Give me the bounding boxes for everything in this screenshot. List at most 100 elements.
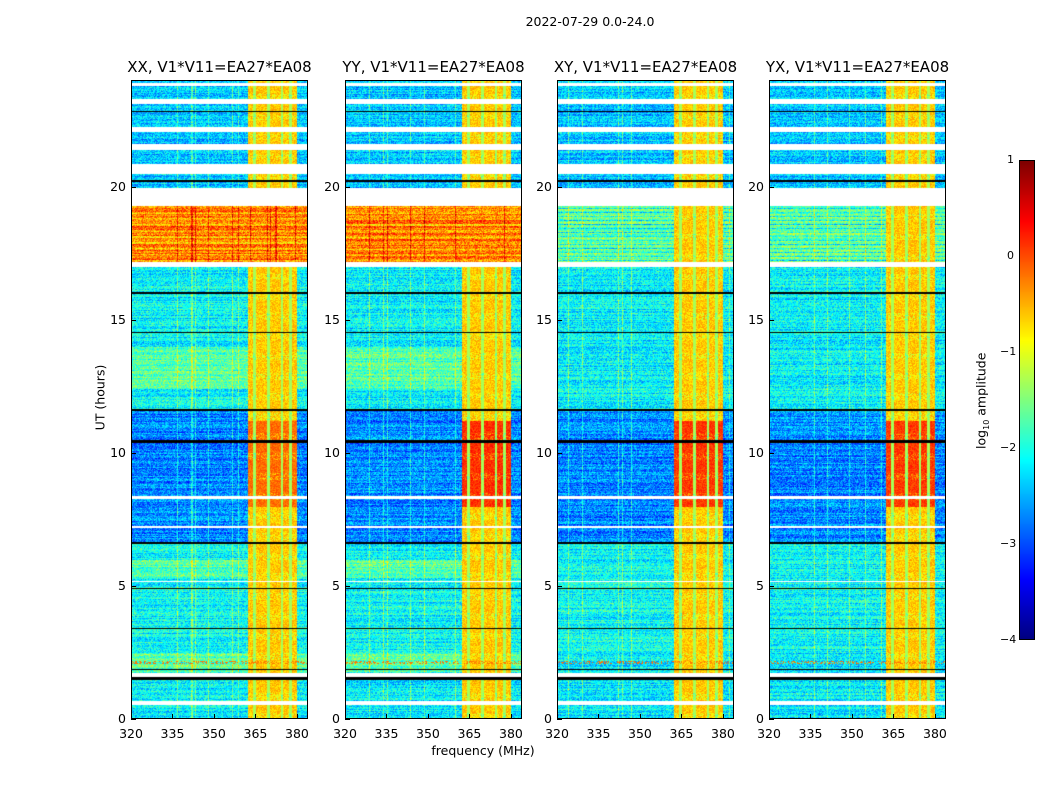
y-tick-label: 5 <box>756 577 764 593</box>
panel-title: YX, V1*V11=EA27*EA08 <box>765 58 950 76</box>
x-tick <box>681 714 683 719</box>
y-tick-label: 15 <box>324 311 340 327</box>
x-tick-label: 335 <box>798 726 823 741</box>
y-tick <box>769 319 774 321</box>
y-tick-label: 15 <box>536 311 552 327</box>
y-tick <box>131 452 136 454</box>
x-tick-label: 350 <box>202 726 226 741</box>
y-tick-label: 5 <box>332 577 340 593</box>
x-tick-label: 365 <box>243 726 268 741</box>
y-tick <box>345 186 350 188</box>
colorbar <box>1019 160 1035 640</box>
colorbar-tick-label: −4 <box>1000 633 1017 646</box>
x-tick-label: 335 <box>586 726 611 741</box>
x-tick-label: 350 <box>628 726 652 741</box>
x-tick <box>934 714 936 719</box>
x-tick-label: 365 <box>669 726 694 741</box>
x-tick-label: 335 <box>160 726 185 741</box>
x-tick-label: 320 <box>333 726 357 741</box>
x-tick-label: 320 <box>545 726 569 741</box>
y-tick-label: 20 <box>748 178 764 194</box>
heatmap-xx <box>131 80 308 719</box>
y-tick <box>769 452 774 454</box>
x-tick <box>255 714 257 719</box>
y-tick-label: 0 <box>118 711 126 726</box>
colorbar-label-sub: 10 <box>981 419 991 430</box>
x-tick-label: 380 <box>285 726 309 741</box>
y-tick-label: 20 <box>536 178 552 194</box>
y-tick <box>131 585 136 587</box>
heatmap-yx <box>769 80 946 719</box>
y-tick <box>557 719 562 720</box>
y-tick-label: 20 <box>110 178 126 194</box>
panel-title: YY, V1*V11=EA27*EA08 <box>342 58 525 76</box>
x-tick-label: 350 <box>840 726 864 741</box>
x-tick <box>296 714 298 719</box>
x-tick <box>386 714 388 719</box>
x-tick <box>172 714 174 719</box>
x-tick <box>510 714 512 719</box>
panel-xy: XY, V1*V11=EA27*EA08 320 335 350 365 380 0 5 10 1… <box>536 58 737 741</box>
colorbar-tick-label: −2 <box>1000 441 1017 454</box>
y-tick <box>131 186 136 188</box>
x-tick-label: 320 <box>757 726 781 741</box>
y-tick-label: 10 <box>110 444 126 460</box>
x-tick <box>769 714 770 719</box>
y-tick <box>345 452 350 454</box>
y-tick <box>557 186 562 188</box>
x-tick-label: 335 <box>374 726 399 741</box>
x-tick-label: 320 <box>119 726 143 741</box>
panel-xx: XX, V1*V11=EA27*EA08 320 335 350 365 380 0 5 10 1… <box>110 58 312 741</box>
x-tick <box>722 714 724 719</box>
y-tick <box>769 186 774 188</box>
x-tick-label: 365 <box>457 726 482 741</box>
y-tick-label: 10 <box>748 444 764 460</box>
y-tick-label: 20 <box>324 178 340 194</box>
x-tick-label: 380 <box>499 726 523 741</box>
x-tick <box>427 714 429 719</box>
x-axis-label: frequency (MHz) <box>431 743 535 758</box>
y-tick-label: 10 <box>324 444 340 460</box>
y-tick <box>557 452 562 454</box>
x-tick <box>345 714 346 719</box>
x-tick <box>851 714 853 719</box>
y-tick <box>131 319 136 321</box>
x-tick <box>639 714 641 719</box>
heatmap-yy <box>345 80 522 719</box>
x-tick <box>469 714 471 719</box>
colorbar-tick-label: −1 <box>1000 345 1017 358</box>
y-tick <box>345 319 350 321</box>
x-tick <box>557 714 558 719</box>
x-tick <box>893 714 895 719</box>
panel-title: XX, V1*V11=EA27*EA08 <box>127 58 312 76</box>
figure-title: 2022-07-29 0.0-24.0 <box>525 14 655 29</box>
y-tick-label: 0 <box>544 711 552 726</box>
colorbar-tick-label: 1 <box>1007 153 1014 166</box>
y-tick-label: 0 <box>332 711 340 726</box>
y-tick-label: 10 <box>536 444 552 460</box>
colorbar-label-suffix: amplitude <box>973 352 989 420</box>
y-tick-label: 0 <box>756 711 764 726</box>
x-tick <box>810 714 812 719</box>
y-tick-label: 5 <box>118 577 126 593</box>
y-tick-label: 5 <box>544 577 552 593</box>
x-tick <box>213 714 215 719</box>
y-tick-label: 15 <box>748 311 764 327</box>
x-tick-label: 380 <box>923 726 947 741</box>
y-tick <box>557 585 562 587</box>
y-tick <box>131 719 136 720</box>
colorbar-tick-label: −3 <box>1000 537 1017 550</box>
panel-title: XY, V1*V11=EA27*EA08 <box>553 58 738 76</box>
y-tick <box>769 585 774 587</box>
x-tick <box>131 714 132 719</box>
y-tick <box>769 719 774 720</box>
y-tick <box>557 319 562 321</box>
colorbar-gradient <box>1020 161 1034 639</box>
x-tick-label: 365 <box>881 726 906 741</box>
panel-yy: YY, V1*V11=EA27*EA08 320 335 350 365 380 0 5 10 1… <box>324 58 525 741</box>
colorbar-tick-label: 0 <box>1007 249 1014 262</box>
colorbar-label: log10 amplitude <box>973 341 991 461</box>
y-tick <box>345 719 350 720</box>
panel-yx: YX, V1*V11=EA27*EA08 320 335 350 365 380 0 5 10 1… <box>748 58 949 741</box>
